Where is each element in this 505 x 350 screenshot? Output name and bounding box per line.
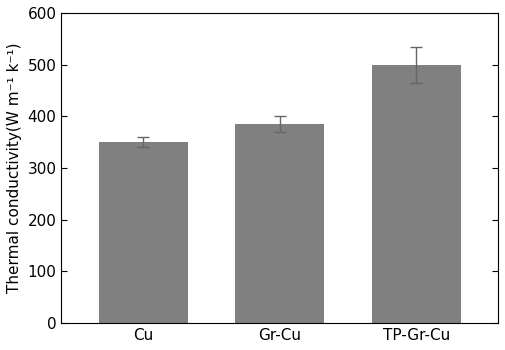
Bar: [235, 124, 324, 323]
Bar: [99, 142, 187, 323]
Y-axis label: Thermal conductivity(W m⁻¹ k⁻¹): Thermal conductivity(W m⁻¹ k⁻¹): [7, 43, 22, 293]
Bar: [372, 65, 461, 323]
